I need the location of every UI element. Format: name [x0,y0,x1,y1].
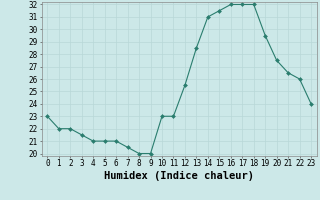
X-axis label: Humidex (Indice chaleur): Humidex (Indice chaleur) [104,171,254,181]
